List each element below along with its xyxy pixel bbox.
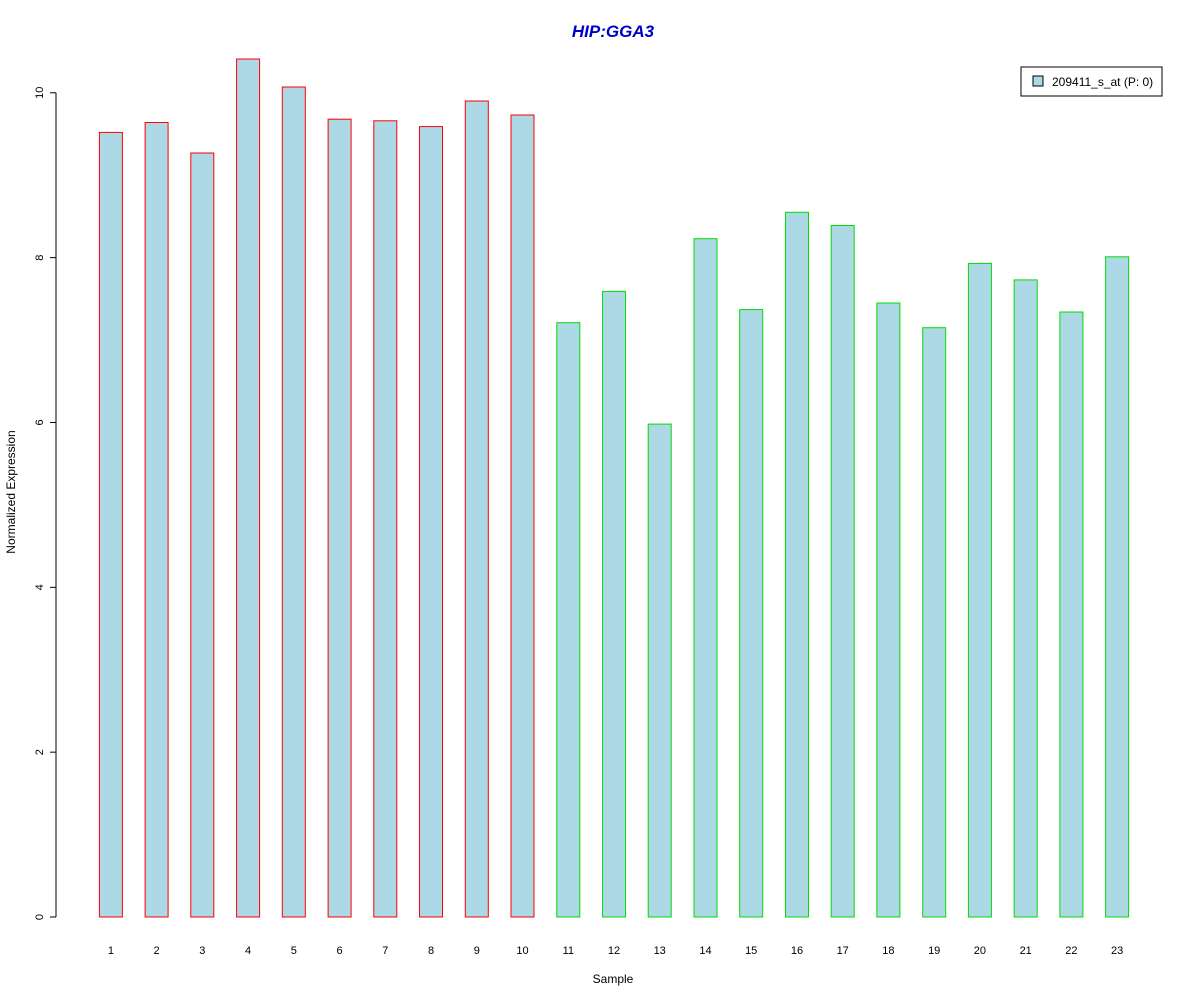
x-tick-label: 8 [428,945,434,957]
bar-sample-18 [876,302,901,918]
x-axis-label: Sample [593,972,634,986]
bar-sample-15 [739,309,764,918]
bars-layer [98,58,1130,918]
x-tick-label: 11 [563,945,574,957]
y-tick-label: 6 [34,419,46,425]
bar-sample-16 [785,211,809,918]
x-tick-label: 12 [608,945,620,957]
legend-box [1020,66,1163,97]
bar-sample-19 [922,327,947,918]
x-tick-label: 9 [474,945,480,957]
x-tick-label: 3 [199,945,205,957]
x-tick-label: 16 [791,945,803,957]
chart-title: HIP:GGA3 [572,22,655,41]
bar-sample-7 [373,120,398,918]
bar-sample-9 [464,100,489,918]
y-tick-label: 10 [34,87,46,99]
x-tick-label: 5 [291,945,297,957]
x-tick-label: 19 [928,945,940,957]
bar-sample-1 [98,131,123,918]
bar-sample-17 [830,225,855,918]
bar-sample-8 [419,126,443,918]
y-tick-label: 8 [34,255,46,261]
x-tick-label: 1 [108,945,114,957]
bar-sample-14 [693,238,718,918]
y-axis: 0 2 4 6 8 10 [34,87,57,920]
bar-sample-6 [327,118,352,918]
bar-sample-2 [144,122,169,918]
y-tick-label: 4 [34,584,46,590]
x-tick-label: 22 [1065,945,1077,957]
bar-sample-11 [556,322,581,918]
x-axis-tick-labels: 1 2 3 4 5 6 7 8 9 10 11 12 13 14 15 16 17 18 19 20 21 22 23 [108,945,1123,957]
bar-sample-10 [510,114,535,918]
x-tick-label: 7 [382,945,388,957]
x-tick-label: 21 [1020,945,1032,957]
bar-sample-13 [647,423,672,918]
legend: 209411_s_at (P: 0) [1020,66,1163,97]
x-tick-label: 13 [654,945,666,957]
x-tick-label: 15 [745,945,757,957]
x-tick-label: 17 [837,945,849,957]
bar-sample-5 [281,86,306,918]
bar-sample-3 [190,152,215,918]
y-tick-label: 2 [34,749,46,755]
x-tick-label: 6 [337,945,343,957]
bar-sample-4 [236,58,261,918]
bar-sample-20 [967,262,992,918]
bar-sample-23 [1105,256,1130,918]
y-axis-label: Normalized Expression [4,430,18,553]
legend-series-label: 209411_s_at (P: 0) [1052,75,1153,89]
bar-sample-21 [1013,279,1038,918]
x-tick-label: 14 [699,945,711,957]
x-tick-label: 10 [516,945,528,957]
bar-sample-12 [602,290,626,918]
x-tick-label: 23 [1111,945,1123,957]
x-tick-label: 4 [245,945,251,957]
x-tick-label: 18 [882,945,894,957]
y-tick-label: 0 [34,914,46,920]
x-tick-label: 20 [974,945,986,957]
legend-swatch [1032,75,1044,87]
bar-sample-22 [1059,311,1084,918]
x-tick-label: 2 [154,945,160,957]
